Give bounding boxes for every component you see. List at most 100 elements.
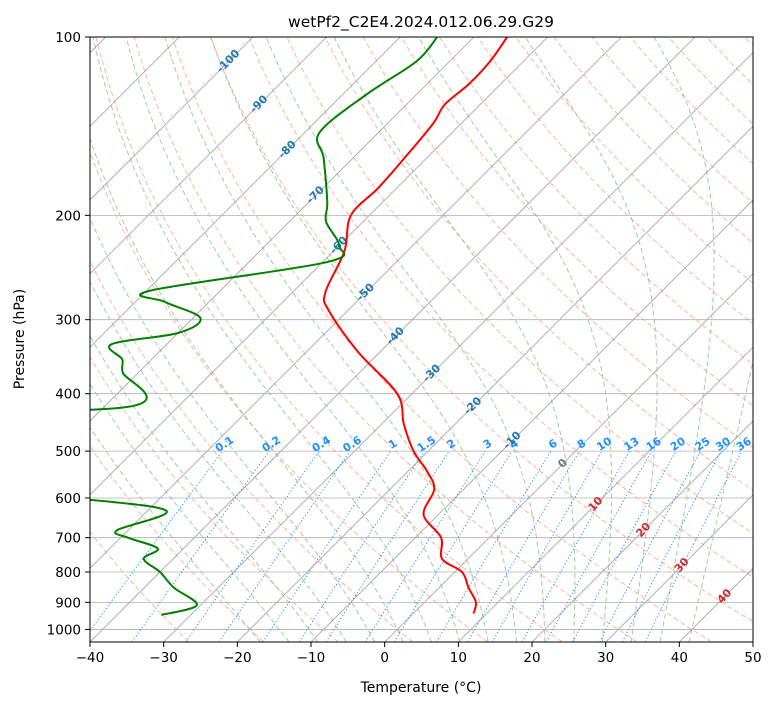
mixing-ratio-line [521,450,630,642]
x-tick-label: 20 [523,650,540,666]
mixing-ratio-line [545,450,653,642]
dewpoint-profile-line [90,37,438,616]
dry-adiabat [210,37,753,623]
isotherm-line [384,273,753,642]
x-tick-label: 40 [671,650,688,666]
moist-adiabat [653,37,715,642]
mixing-ratio-line [621,450,722,642]
isotherm-line [90,37,696,642]
x-tick-label: 30 [597,650,614,666]
y-tick-label: 300 [55,313,81,329]
dry-adiabat-label: 20 [633,520,653,540]
dry-adiabat [438,37,753,366]
mixing-ratio-label: 6 [546,436,560,451]
dry-adiabat [248,37,753,578]
dry-adiabat [133,37,638,642]
mixing-ratio-label: 2 [445,437,459,452]
mixing-ratio-label: 1 [386,437,400,452]
dry-adiabat [706,37,753,86]
moist-adiabat [688,358,753,642]
moist-adiabat [210,37,517,642]
mixing-ratio-line [467,450,580,642]
x-tick-label: 10 [450,650,467,666]
y-tick-label: 100 [55,30,81,46]
dry-adiabat [90,356,339,642]
isotherm-label: -20 [461,394,484,417]
isotherm-label: -100 [214,47,243,76]
dry-adiabat [90,445,264,642]
isotherm-label: -90 [247,92,270,115]
mixing-ratio-line [364,450,486,642]
isotherm-line [458,346,753,642]
moist-adiabat [90,280,347,642]
x-tick-label: −10 [297,650,326,666]
mixing-ratio-line [435,450,552,642]
isotherm-line [90,37,475,422]
mixing-ratio-line [131,450,270,642]
isotherm-label: -50 [354,280,377,303]
isotherm-line [752,641,753,642]
isotherm-label: -80 [276,138,299,161]
moist-adiabat [524,37,658,642]
y-tick-label: 400 [55,387,81,403]
mixing-ratio-label: 1.5 [415,433,438,455]
x-tick-label: 0 [380,650,389,666]
isotherm-label: -40 [384,324,407,347]
y-tick-label: 800 [55,565,81,581]
mixing-ratio-line [393,450,513,642]
y-tick-label: 900 [55,595,81,611]
isotherm-label: 0 [555,456,570,471]
y-tick-label: 600 [55,491,81,507]
moist-adiabat [418,37,613,642]
moist-adiabat [92,37,432,642]
x-tick-label: −20 [223,650,252,666]
isotherm-line [90,37,254,201]
moist-adiabat [90,382,290,642]
moist-adiabat [265,37,546,642]
isotherm-line [90,37,327,275]
dry-adiabat-label: 10 [586,494,606,514]
moist-adiabat [90,136,404,642]
isotherm-line [90,37,622,569]
mixing-ratio-label: 3 [481,437,495,452]
mixing-ratio-line [218,450,351,642]
dry-adiabat [515,37,753,284]
y-tick-label: 200 [55,208,81,224]
axes: −40 −30 −20 −10 0 10 20 30 40 5010020030040050060… [47,30,762,666]
isotherm-line [531,420,753,642]
dry-adiabat [477,37,753,325]
isotherm-line [237,125,753,642]
y-axis-label: Pressure (hPa) [12,289,28,389]
moist-adiabat [333,37,576,642]
mixing-ratio-label: 0.2 [260,433,283,455]
temperature-profile-line [322,37,508,614]
dry-adiabat [90,259,414,642]
y-tick-label: 700 [55,531,81,547]
y-tick-label: 1000 [47,622,81,638]
dry-adiabat [744,37,753,47]
moist-adiabat [164,37,489,642]
dry-adiabat-label: 40 [714,586,734,606]
mixing-ratio-line [298,450,425,642]
x-tick-label: 50 [744,650,761,666]
moist-adiabat [90,216,376,642]
isotherm-line [90,37,548,496]
mixing-ratio-label: 0.4 [310,433,334,455]
mixing-ratio-label: 0.6 [340,433,364,455]
isotherm-line [310,199,753,642]
mixing-ratio-line [572,450,677,642]
mixing-ratio-label: 36 [734,434,754,453]
isotherm-line [163,52,753,642]
isotherm-line [679,567,753,642]
dry-adiabat [171,37,712,642]
x-axis-label: Temperature (°C) [360,680,482,696]
mixing-ratio-line [325,450,450,642]
isotherm-label: -10 [500,428,523,451]
isotherm-line [90,37,401,348]
x-tick-label: −40 [76,650,105,666]
plot-area: 0.1 0.2 0.4 0.6 1 1.5 2 3 4 6 8 10 13 16 20 25 30 36-100-… [90,37,754,642]
x-tick-label: −30 [149,650,178,666]
moist-adiabat [125,37,461,642]
plot-frame [89,36,754,643]
